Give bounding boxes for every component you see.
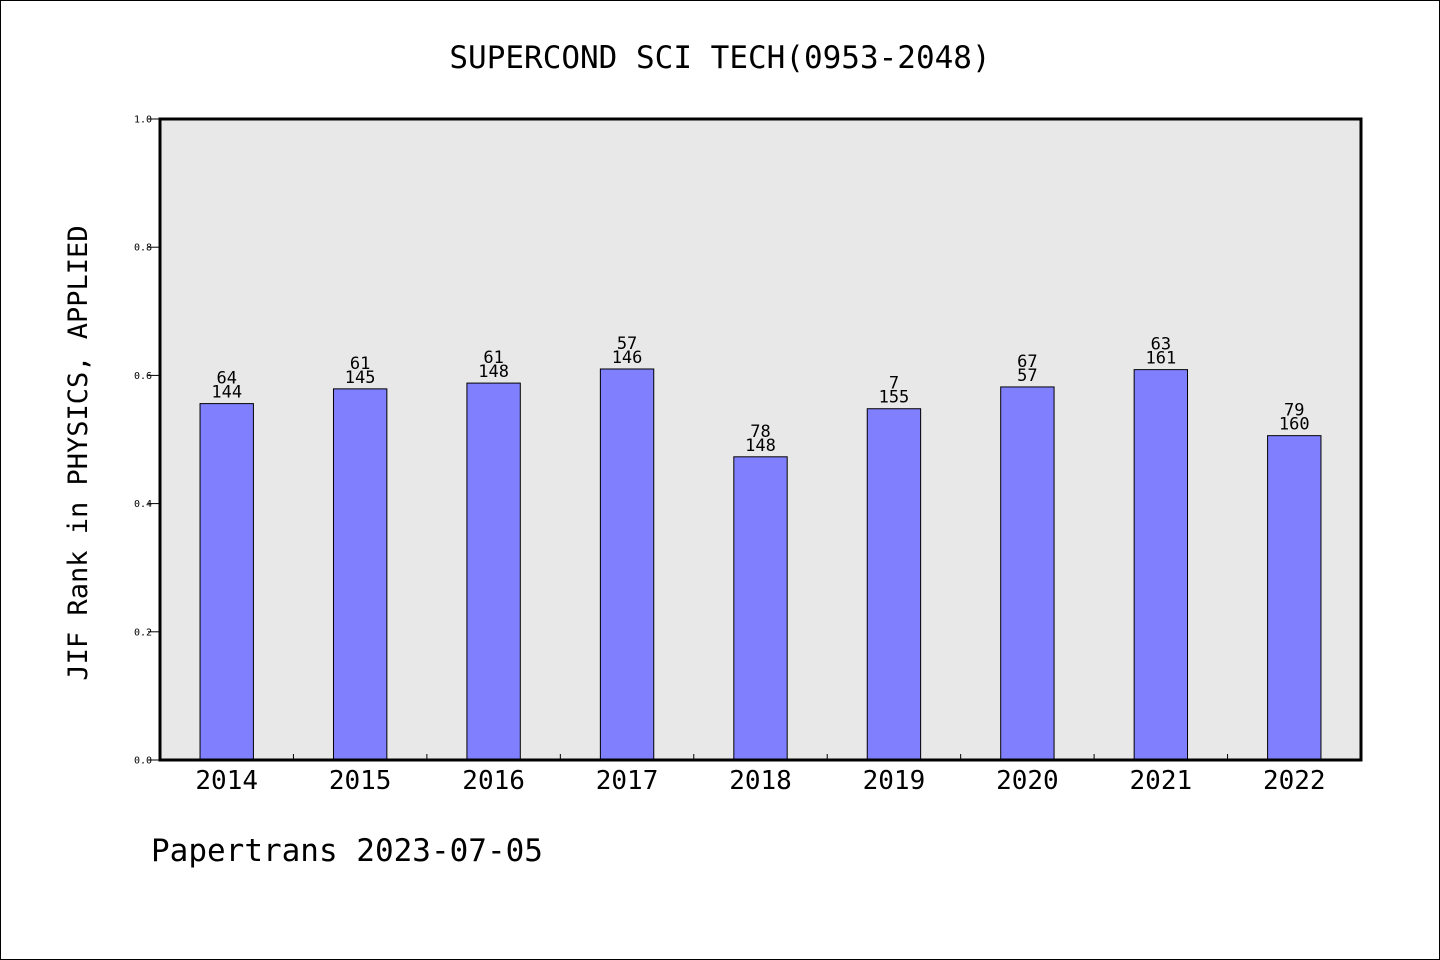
y-tick-label: 1.0 <box>134 115 152 126</box>
bar-label-top: 79 <box>1284 401 1304 421</box>
bar-2019 <box>866 408 922 761</box>
bar-label-bottom: 145 <box>345 368 376 388</box>
bar-label-bottom: 146 <box>612 348 643 368</box>
bar-label-bottom: 148 <box>745 436 776 456</box>
bar-label-bottom: 144 <box>211 383 242 403</box>
bar-2014 <box>199 403 254 761</box>
bar-label-bottom: 155 <box>879 388 910 408</box>
x-tick-label: 2021 <box>1130 766 1193 796</box>
y-tick-label: 0.2 <box>134 627 152 638</box>
footer-credit: Papertrans 2023-07-05 <box>151 833 543 869</box>
bar-2020 <box>1000 386 1055 761</box>
bar-2021 <box>1133 369 1189 761</box>
bar-2018 <box>733 456 788 761</box>
x-axis-ticks: 2014 2015 2016 2017 2018 2019 2020 2021 2022 <box>195 754 1326 796</box>
bar-label-bottom: 161 <box>1145 349 1176 369</box>
chart-title: SUPERCOND SCI TECH(0953-2048) <box>449 40 990 76</box>
x-tick-label: 2018 <box>729 766 792 796</box>
y-axis-ticks: 0.0 0.2 0.4 0.6 0.8 1.0 <box>134 115 160 767</box>
x-tick-label: 2017 <box>596 766 659 796</box>
y-axis-label: JIF Rank in PHYSICS, APPLIED <box>63 225 94 680</box>
x-tick-label: 2022 <box>1263 766 1326 796</box>
bar-2016 <box>466 382 521 761</box>
bar-2017 <box>599 368 655 761</box>
bars <box>199 368 1322 761</box>
value-labels: 6414461145611485714678148715567576316179… <box>211 334 1309 456</box>
bar-label-bottom: 148 <box>478 362 509 382</box>
bar-label-top: 7 <box>889 374 899 394</box>
bar-label-top: 64 <box>216 369 236 389</box>
bar-label-top: 57 <box>617 334 637 354</box>
y-tick-label: 0.4 <box>134 499 152 510</box>
bar-label-top: 61 <box>350 354 370 374</box>
x-tick-label: 2014 <box>195 766 258 796</box>
y-tick-label: 0.8 <box>134 243 152 254</box>
bar-label-top: 63 <box>1151 335 1171 355</box>
bar-label-top: 67 <box>1017 352 1037 372</box>
x-tick-label: 2019 <box>863 766 926 796</box>
bar-label-bottom: 160 <box>1279 415 1310 435</box>
x-tick-label: 2016 <box>462 766 525 796</box>
bar-2015 <box>332 388 388 761</box>
y-tick-label: 0.6 <box>134 371 152 382</box>
bar-label-bottom: 57 <box>1017 366 1037 386</box>
plot-border <box>158 117 1363 762</box>
x-tick-label: 2015 <box>329 766 392 796</box>
bar-label-top: 78 <box>750 422 770 442</box>
y-tick-label: 0.0 <box>134 756 152 767</box>
bar-2022 <box>1267 435 1322 761</box>
bar-label-top: 61 <box>483 348 503 368</box>
x-tick-label: 2020 <box>996 766 1059 796</box>
